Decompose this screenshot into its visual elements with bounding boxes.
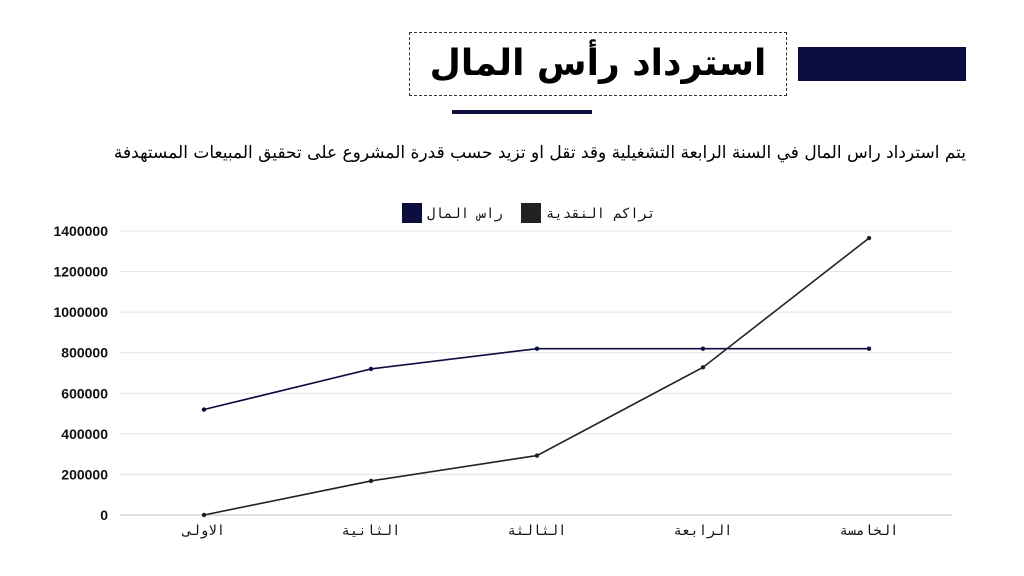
y-tick-label: 1000000 xyxy=(53,304,108,320)
y-tick-label: 800000 xyxy=(61,345,108,361)
data-point xyxy=(534,453,540,458)
y-tick-label: 0 xyxy=(100,507,108,523)
slide-title: استرداد رأس المال xyxy=(429,43,767,84)
accent-bar xyxy=(798,47,966,81)
y-tick-label: 1400000 xyxy=(53,223,108,239)
legend-swatch xyxy=(521,203,541,223)
y-tick-label: 600000 xyxy=(61,385,108,401)
title-box: استرداد رأس المال xyxy=(409,32,787,96)
data-point xyxy=(368,366,374,372)
x-tick-label: الثالثة xyxy=(507,523,566,539)
y-tick-label: 200000 xyxy=(61,466,108,482)
data-point xyxy=(201,407,207,412)
data-point xyxy=(201,512,207,518)
series-line xyxy=(203,347,869,411)
data-point xyxy=(866,235,872,241)
title-underline xyxy=(452,110,592,114)
legend-label: تراكم النقدية xyxy=(546,206,656,222)
x-tick-label: الاولى xyxy=(182,523,225,539)
data-point xyxy=(368,478,374,484)
x-tick-label: الرابعة xyxy=(673,523,732,539)
data-point xyxy=(534,346,540,351)
legend-label: راس المال xyxy=(427,206,503,222)
data-point xyxy=(866,346,872,351)
x-tick-label: الخامسة xyxy=(839,523,898,539)
data-point xyxy=(700,365,706,370)
x-tick-label: الثانية xyxy=(341,523,400,539)
y-tick-label: 400000 xyxy=(61,426,108,442)
legend-swatch xyxy=(402,203,422,223)
series-line xyxy=(203,237,870,516)
slide-description: يتم استرداد راس المال في السنة الرابعة ا… xyxy=(113,143,966,163)
y-tick-label: 1200000 xyxy=(53,264,108,280)
data-point xyxy=(700,346,706,351)
